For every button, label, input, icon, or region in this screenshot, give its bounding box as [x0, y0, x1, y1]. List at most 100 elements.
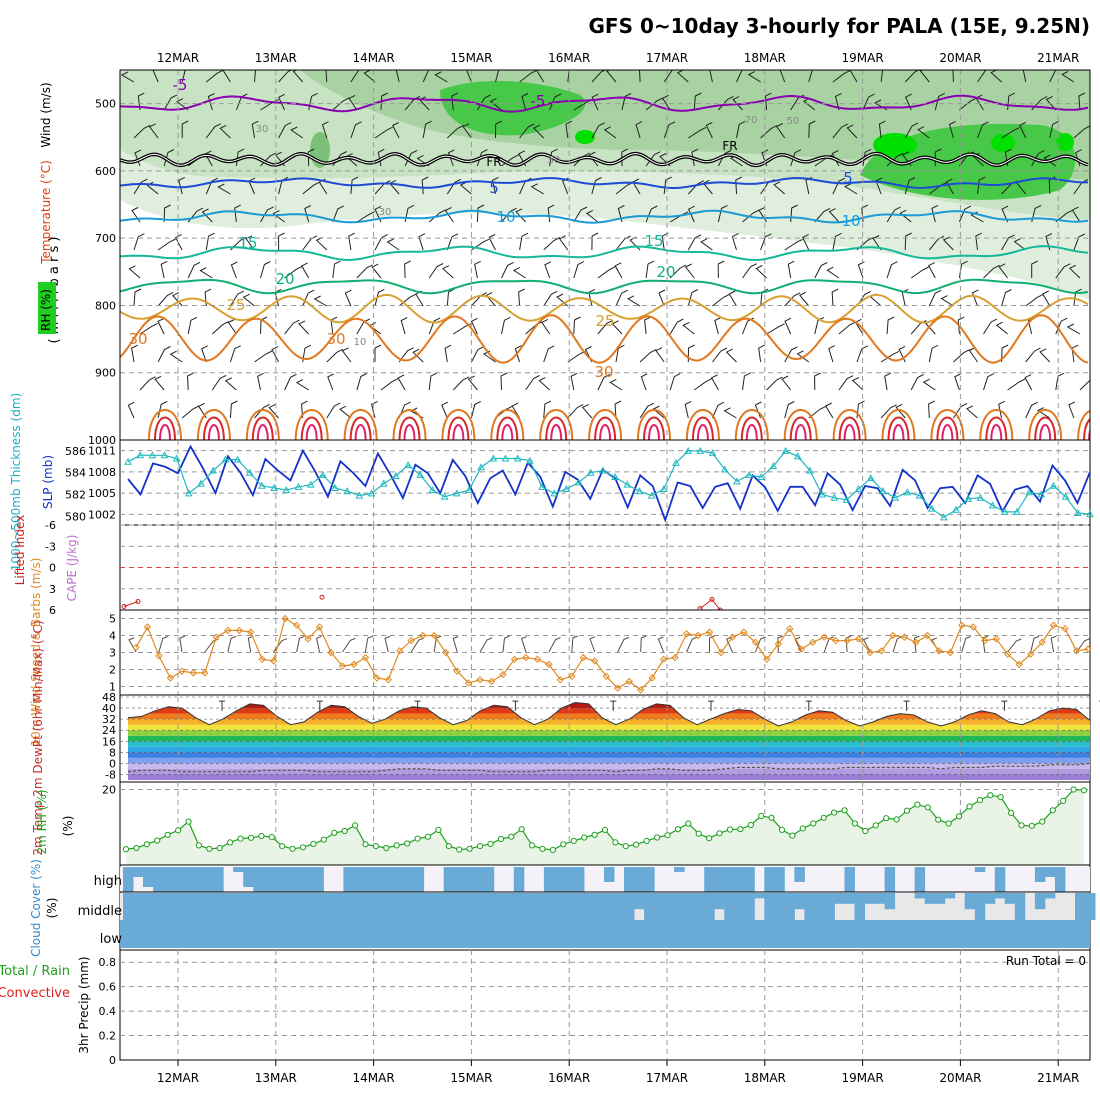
cloud-bar-middle	[193, 893, 204, 920]
wind-barb	[717, 150, 732, 167]
contour-labels: -5 -5 5 5 10 10 15 15 20 20 25 25 30 30 30 FR FR 30 50 70 50…	[128, 76, 860, 381]
cloud-bar-middle	[874, 893, 886, 904]
wind-barb	[983, 373, 995, 391]
wind-10m-point	[556, 675, 565, 684]
thickness-point	[209, 466, 218, 474]
wind-barb	[1019, 121, 1027, 139]
wind-barb	[773, 181, 786, 195]
temperature-contour-label: 25	[595, 312, 614, 330]
wind-10m-point	[545, 660, 553, 669]
cloud-bar-middle	[734, 893, 745, 920]
thickness-tick-label: 584	[65, 467, 86, 480]
cloud-bar-high	[473, 867, 485, 892]
wind-barb	[187, 316, 198, 335]
wind-barb	[831, 288, 839, 307]
rh-2m-point	[737, 826, 744, 833]
temperature-band	[128, 763, 1090, 769]
wind-barb	[404, 149, 418, 167]
wind-barb	[799, 291, 810, 307]
wind-barb	[971, 289, 979, 307]
wind-barb	[234, 204, 241, 223]
run-total-label: Run Total = 0	[1006, 954, 1086, 968]
wind-barb	[779, 70, 786, 83]
thickness-point	[416, 470, 425, 478]
thickness-point	[1086, 510, 1094, 518]
thickness-point	[526, 456, 534, 464]
temp-contour-40	[545, 416, 568, 440]
wind-barb	[705, 121, 713, 139]
cloud-bar-high	[143, 867, 154, 887]
wind-barb	[284, 266, 303, 279]
wind-10m-barb	[617, 636, 630, 653]
wind-barb	[205, 232, 215, 251]
cloud-bar-high	[974, 867, 986, 872]
wind-barb	[814, 207, 831, 223]
wind-barb	[995, 321, 1008, 335]
cloud-cover-panel: high middle low (%) Cloud Cover (%)	[29, 859, 1096, 957]
cloud-bar-middle	[123, 893, 134, 920]
temperature-band	[128, 741, 1090, 747]
cloud-bar-middle	[403, 893, 415, 920]
thickness-point	[952, 505, 960, 513]
cloud-bar-middle	[714, 893, 725, 910]
top-date-labels: 12MAR 13MAR 14MAR 15MAR 16MAR 17MAR 18MAR 19MAR…	[157, 51, 1079, 65]
rh-2m-point	[237, 835, 244, 842]
wind-barb	[655, 347, 665, 363]
rh-2m-point	[258, 832, 265, 840]
wind-10m-point	[946, 648, 955, 657]
wind-10m-barb	[179, 635, 186, 653]
rh-2m-point	[987, 792, 994, 799]
temp-contour-35	[734, 409, 769, 440]
wind-10m-point	[246, 628, 255, 636]
cloud-bar-middle	[463, 893, 475, 920]
wind-barb	[784, 238, 803, 251]
wind-barb	[808, 120, 816, 139]
thickness-point	[1037, 490, 1046, 498]
wind-barb	[127, 401, 135, 419]
wind-barb	[491, 176, 499, 195]
wind-barb	[957, 316, 965, 335]
cloud-bar-high	[543, 867, 555, 892]
cloud-bar-high	[513, 867, 525, 892]
wind-barb	[302, 344, 312, 363]
wind-barb	[723, 407, 737, 419]
rh-2m-point	[352, 822, 359, 829]
wind-barb	[549, 93, 562, 111]
cloud-bar-middle	[644, 893, 655, 920]
cloud-bar-middle	[523, 893, 535, 920]
wind-barb	[851, 377, 864, 391]
bottom-date-label: 12MAR	[157, 1071, 199, 1085]
cloud-unit-label: (%)	[45, 898, 59, 919]
lifted-index-tick-label: 6	[49, 604, 56, 617]
wind-barb	[872, 235, 882, 251]
lifted-index-tick-label: 0	[49, 562, 56, 575]
rh-2m-point	[831, 809, 838, 816]
cloud-bar-middle	[774, 893, 785, 920]
rh-2m-point	[622, 843, 629, 850]
cloud-bar-high	[283, 867, 294, 892]
cloud-bar-middle	[1014, 893, 1026, 920]
wind-barb	[588, 151, 599, 167]
rh-2m-point	[279, 843, 286, 850]
wind-barb	[547, 204, 555, 223]
chart-title: GFS 0~10day 3-hourly for PALA (15E, 9.25…	[589, 14, 1090, 38]
wind-barb	[814, 372, 821, 391]
thickness-point	[574, 478, 583, 486]
rh-2m-point	[778, 826, 786, 834]
thickness-point	[1013, 507, 1021, 515]
cloud-bar-middle	[493, 893, 505, 920]
wind-10m-point	[487, 677, 496, 686]
wind-barb	[998, 400, 1005, 419]
cloud-bar-high	[573, 867, 585, 892]
wind-10m-point	[499, 670, 507, 679]
cloud-bar-middle	[293, 893, 304, 920]
wind-barb	[731, 233, 739, 251]
cloud-bar-high	[634, 867, 645, 892]
temp-contour-35	[881, 409, 916, 440]
temperature-contour-label: 15	[238, 234, 257, 252]
cloud-bar-high	[123, 867, 134, 892]
cloud-bar-middle	[684, 893, 695, 920]
rh-2m-point	[997, 794, 1004, 801]
wind-10m-barb	[342, 637, 356, 653]
wind-10m-point	[464, 679, 473, 687]
